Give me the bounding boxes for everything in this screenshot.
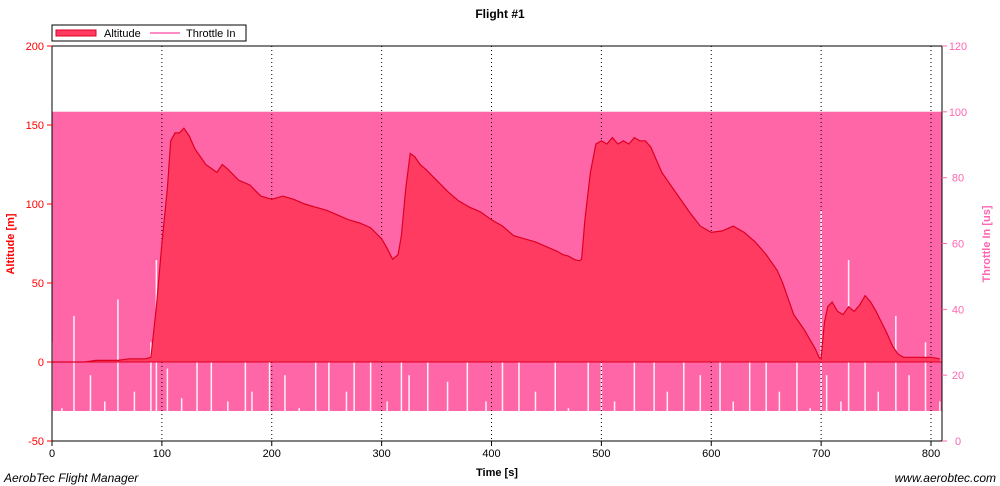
y-right-tick-label: 100 (949, 107, 967, 119)
x-axis: 0 100 200 300 400 500 600 700 800 (49, 441, 940, 460)
y-right-tick-label: 0 (955, 436, 961, 448)
y-axis-right: 0 20 40 60 80 100 120 (942, 41, 967, 448)
y-right-tick-label: 60 (952, 239, 964, 251)
x-axis-title: Time [s] (476, 467, 518, 479)
x-tick-label: 700 (812, 448, 830, 460)
y-axis-left: -50 0 50 100 150 200 (26, 41, 52, 448)
altitude-area (52, 128, 940, 362)
footer-left-text: AerobTec Flight Manager (3, 471, 139, 485)
y-left-tick-label: 50 (32, 278, 44, 290)
x-tick-label: 500 (592, 448, 610, 460)
legend: Altitude Throttle In (51, 24, 247, 42)
x-tick-label: 0 (49, 448, 55, 460)
altitude-line (52, 127, 940, 363)
legend-box (51, 24, 247, 42)
legend-swatch-altitude (55, 29, 97, 37)
y-right-tick-label: 80 (952, 173, 964, 185)
footer-right-text: www.aerobtec.com (895, 471, 996, 485)
chart-title: Flight #1 (475, 7, 525, 21)
y-left-tick-label: 200 (26, 41, 44, 53)
y-right-tick-label: 120 (949, 41, 967, 53)
y-left-tick-label: 0 (38, 357, 44, 369)
legend-label-throttle: Throttle In (186, 28, 236, 40)
y-left-tick-label: -50 (28, 436, 44, 448)
y-left-tick-label: 100 (26, 199, 44, 211)
x-tick-label: 800 (922, 448, 940, 460)
legend-label-altitude: Altitude (104, 28, 141, 40)
x-tick-label: 600 (702, 448, 720, 460)
y-axis-right-title: Throttle In [us] (981, 205, 993, 282)
x-tick-label: 200 (263, 448, 281, 460)
y-right-tick-label: 20 (952, 370, 964, 382)
y-left-tick-label: 150 (26, 120, 44, 132)
y-right-tick-label: 40 (952, 304, 964, 316)
x-tick-label: 100 (153, 448, 171, 460)
x-tick-label: 300 (372, 448, 390, 460)
x-tick-label: 400 (482, 448, 500, 460)
y-axis-left-title: Altitude [m] (5, 213, 17, 274)
